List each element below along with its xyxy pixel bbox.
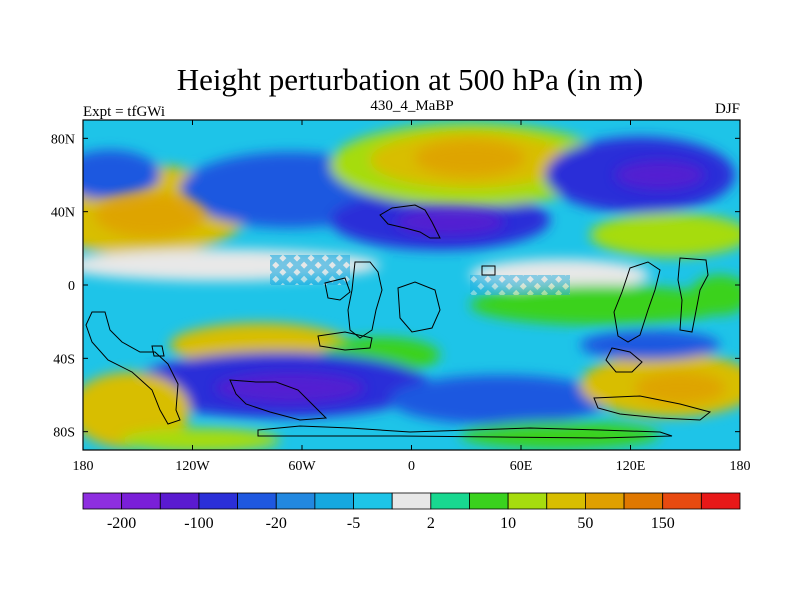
colorbar-swatch: [353, 492, 393, 510]
colorbar-swatch: [546, 492, 586, 510]
colorbar-swatch: [275, 492, 316, 510]
field-blob: [395, 208, 505, 236]
colorbar-swatch: [585, 492, 625, 510]
y-tick-label: 0: [68, 279, 75, 294]
x-tick-label: 0: [408, 459, 415, 474]
colorbar-swatch: [623, 492, 664, 510]
coastline-segment: [85, 311, 181, 425]
field-blob: [415, 140, 525, 176]
field-blob: [390, 375, 610, 425]
colorbar-swatch: [430, 492, 470, 510]
field-blob: [83, 372, 190, 448]
field-blob: [615, 160, 705, 190]
coastline-segment: [481, 265, 496, 276]
equatorial-mixed-band: [270, 255, 350, 285]
coastline-segment: [151, 345, 165, 357]
x-tick-label: 60E: [510, 459, 533, 474]
coastline-segment: [605, 347, 643, 373]
chart-title: Height perturbation at 500 hPa (in m): [177, 62, 644, 97]
colorbar-swatch: [198, 492, 238, 510]
coastline-segment: [593, 395, 712, 421]
colorbar-swatch: [159, 492, 200, 510]
colorbar-swatch: [507, 492, 548, 510]
colorbar-label: -200: [107, 515, 136, 532]
y-tick-label: 40N: [51, 206, 75, 221]
coastlines: [85, 204, 712, 439]
y-tick-label: 40S: [53, 352, 75, 367]
coastline-segment: [379, 204, 441, 239]
x-tick-label: 120E: [616, 459, 646, 474]
coastline-segment: [677, 257, 709, 333]
colorbar-swatch: [662, 492, 702, 510]
x-tick-label: 180: [73, 459, 94, 474]
left-label: Expt = tfGWi: [83, 104, 165, 120]
center-label: 430_4_MaBP: [370, 98, 453, 114]
field-blob: [580, 330, 720, 360]
field-blob: [635, 372, 725, 404]
colorbar-swatch: [700, 492, 741, 510]
field-blob: [120, 428, 280, 450]
x-tick-label: 120W: [175, 459, 210, 474]
coastline-segment: [317, 331, 373, 351]
field-blob: [590, 213, 740, 257]
field-blob: [460, 421, 660, 449]
field-blob: [83, 150, 160, 200]
field-blob: [215, 372, 365, 404]
y-tick-label: 80N: [51, 132, 75, 147]
y-tick-label: 80S: [53, 426, 75, 441]
field-blob: [95, 193, 205, 237]
colorbar-label: 50: [577, 515, 593, 532]
colorbar-swatch: [391, 492, 432, 510]
right-label: DJF: [715, 101, 740, 117]
colorbar-label: -5: [347, 515, 360, 532]
colorbar-label: 2: [427, 515, 435, 532]
x-tick-label: 60W: [288, 459, 316, 474]
equatorial-mixed-band: [470, 275, 570, 295]
x-tick-label: 180: [730, 459, 751, 474]
y-axis: 80N 40N 0 40S 80S: [51, 132, 740, 441]
x-axis: 180 120W 60W 0 60E 120E 180: [73, 120, 751, 474]
colorbar-label: -20: [266, 515, 287, 532]
colorbar-label: 10: [500, 515, 516, 532]
colorbar-label: 150: [651, 515, 675, 532]
colorbar-swatch: [237, 492, 277, 510]
colorbar-swatch: [469, 492, 509, 510]
coastline-segment: [257, 425, 673, 439]
colorbar-swatch: [121, 492, 161, 510]
colorbar-label: -100: [184, 515, 213, 532]
coastline-segment: [229, 379, 328, 421]
colorbar-swatch: [82, 492, 123, 510]
coastline-segment: [397, 281, 441, 333]
contour-field: [83, 120, 740, 450]
coastline-segment: [613, 261, 661, 343]
coastline-segment: [324, 277, 351, 301]
coastline-segment: [347, 261, 383, 339]
colorbar-swatch: [314, 492, 354, 510]
colorbar: -200 -100 -20 -5 2 10 50 150: [82, 492, 741, 532]
